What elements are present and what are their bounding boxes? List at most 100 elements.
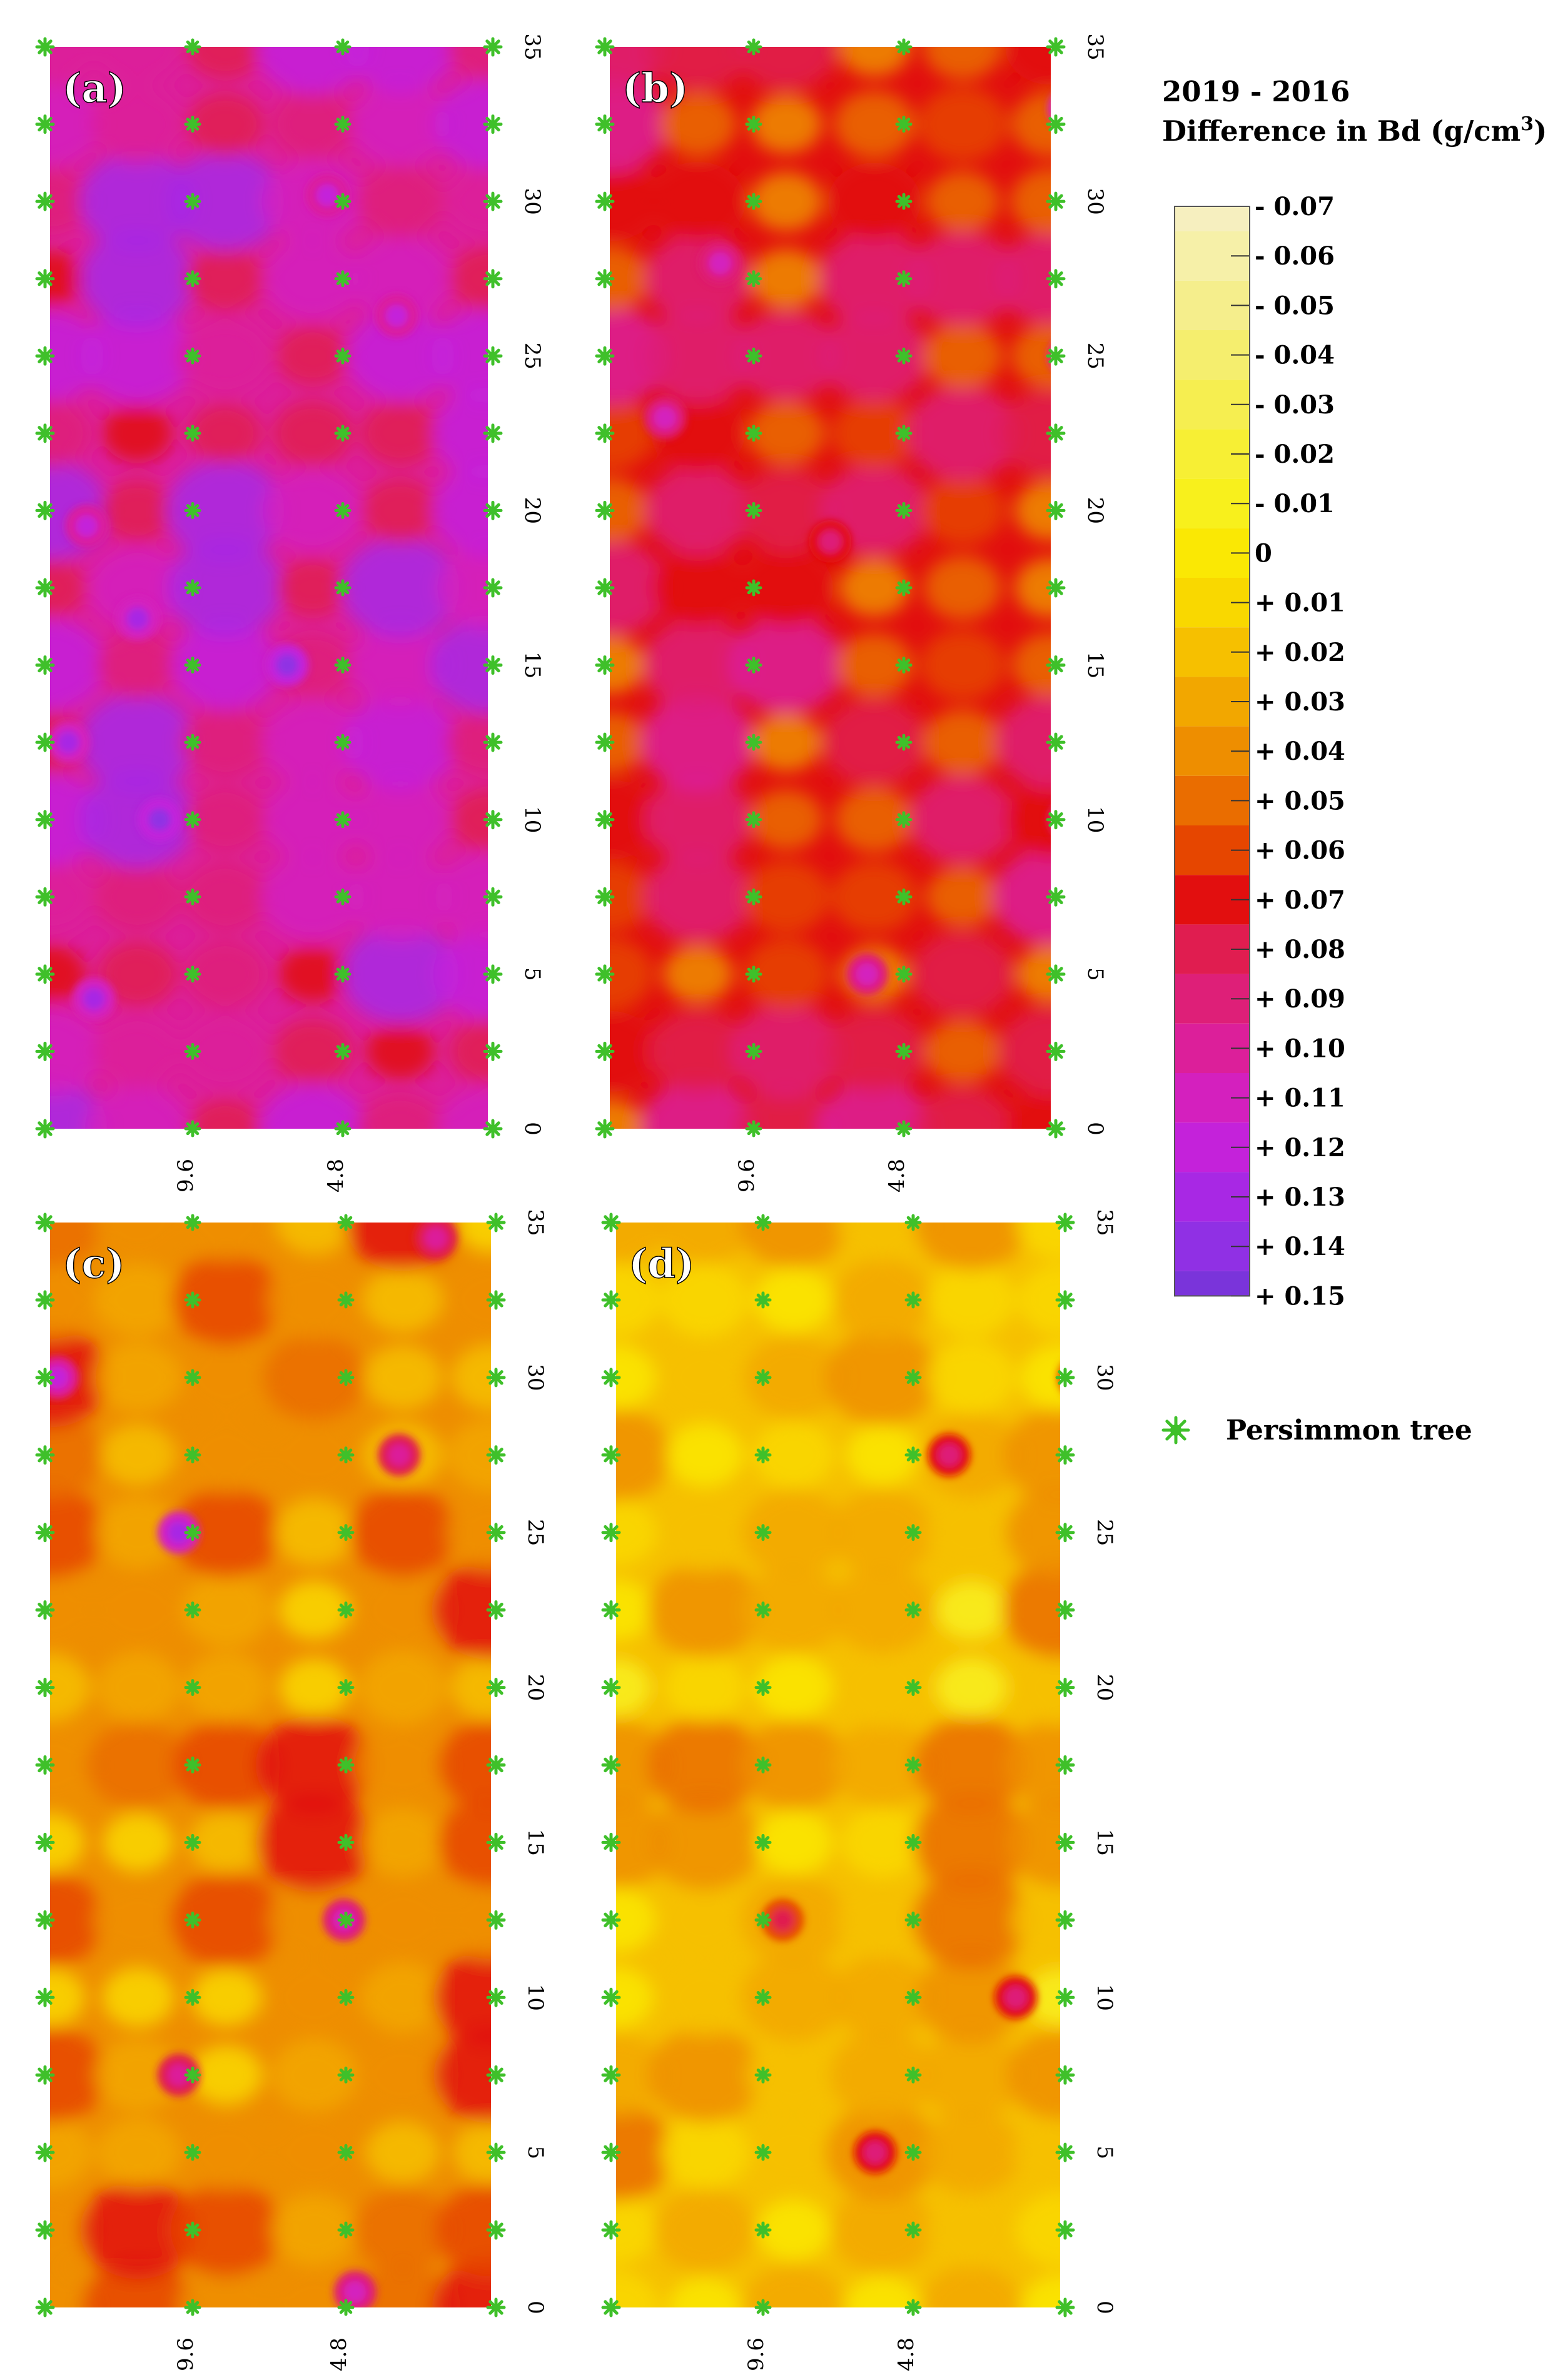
heatmap-patch	[90, 84, 185, 164]
y-tick-label: 5	[1083, 967, 1108, 981]
heatmap-patch	[610, 478, 650, 543]
persimmon-tree-marker	[35, 1445, 55, 1465]
persimmon-tree-marker	[35, 1119, 55, 1139]
heatmap-patch	[451, 1654, 491, 1721]
heatmap-patch	[616, 1967, 654, 2029]
heatmap-patch	[641, 308, 755, 404]
heatmap-patch	[839, 558, 910, 617]
heatmap-patch	[936, 1581, 1007, 1640]
legend-level-label: - 0.06	[1255, 241, 1335, 271]
heatmap-patch	[180, 1417, 273, 1493]
persimmon-tree-marker	[595, 887, 615, 907]
heatmap-patch	[50, 1328, 109, 1428]
persimmon-tree-marker	[904, 1214, 922, 1231]
persimmon-tree-marker	[486, 1600, 506, 1620]
heatmap-patch	[268, 2114, 361, 2191]
heatmap-patch	[79, 230, 196, 328]
heatmap-patch	[432, 463, 488, 558]
heatmap-patch	[358, 1650, 448, 1725]
heatmap-patch	[749, 248, 823, 309]
heatmap-patch	[906, 231, 1019, 326]
persimmon-tree-marker	[184, 888, 201, 905]
heatmap-patch	[616, 1263, 660, 1337]
heatmap-patch	[80, 308, 195, 404]
persimmon-tree-marker	[184, 1214, 201, 1231]
heatmap-patch	[365, 1022, 435, 1081]
persimmon-tree-marker	[35, 1600, 55, 1620]
persimmon-tree-marker	[895, 811, 913, 829]
persimmon-tree-marker	[35, 114, 55, 134]
heatmap-hotspot-core	[167, 1521, 190, 1544]
persimmon-tree-marker	[1055, 2065, 1075, 2085]
persimmon-tree-marker	[334, 811, 352, 829]
persimmon-tree-marker	[1046, 269, 1066, 289]
heatmap-patch	[914, 1717, 1029, 1813]
persimmon-tree-marker	[595, 114, 615, 134]
heatmap-patch	[750, 94, 822, 154]
persimmon-tree-marker	[895, 1042, 913, 1060]
heatmap-patch	[255, 1793, 374, 1892]
y-tick-label: 25	[520, 343, 545, 370]
x-tick-label: 9.6	[173, 2337, 198, 2371]
heatmap-patch	[736, 468, 837, 553]
persimmon-tree-marker	[483, 578, 503, 598]
legend-level-label: + 0.03	[1255, 687, 1345, 717]
heatmap-patch	[169, 1872, 283, 1968]
persimmon-tree-marker	[483, 655, 503, 675]
heatmap-field	[50, 47, 488, 1129]
persimmon-tree-marker	[1055, 1213, 1075, 1233]
persimmon-tree-marker	[1055, 2142, 1075, 2162]
heatmap-patch	[353, 1879, 452, 1961]
persimmon-tree-marker	[595, 269, 615, 289]
heatmap-patch	[343, 694, 458, 790]
persimmon-tree-marker	[483, 191, 503, 211]
heatmap-patch	[50, 47, 98, 86]
persimmon-tree-marker	[184, 2299, 201, 2316]
heatmap-patch	[451, 1344, 491, 1411]
heatmap-hotspot-core	[50, 1366, 69, 1389]
heatmap-patch	[182, 939, 268, 1010]
heatmap-patch	[825, 1329, 940, 1426]
heatmap-patch	[817, 231, 931, 326]
heatmap-patch	[437, 1086, 488, 1129]
heatmap-patch	[447, 1418, 491, 1491]
persimmon-tree-marker	[745, 502, 762, 519]
persimmon-tree-marker	[184, 1369, 201, 1386]
heatmap-patch	[657, 1493, 753, 1573]
persimmon-tree-marker	[184, 1120, 201, 1137]
y-tick-label: 0	[1092, 2301, 1117, 2314]
persimmon-tree-marker	[334, 1042, 352, 1060]
heatmap-patch	[50, 1654, 91, 1721]
heatmap-patch	[650, 161, 746, 241]
heatmap-patch	[50, 1007, 103, 1096]
persimmon-tree-marker	[601, 1987, 621, 2007]
persimmon-tree-marker	[483, 964, 503, 984]
persimmon-tree-marker	[904, 1833, 922, 1851]
x-tick-label: 4.8	[323, 1159, 348, 1193]
heatmap-hotspot-core	[75, 515, 98, 538]
heatmap-patch	[663, 945, 733, 1003]
heatmap-hotspot-core	[654, 406, 677, 430]
heatmap-patch	[840, 1807, 925, 1878]
heatmap-patch	[181, 860, 269, 933]
heatmap-patch	[836, 1223, 929, 1261]
heatmap-patch	[263, 237, 363, 320]
heatmap-patch	[616, 2196, 657, 2264]
persimmon-tree-marker	[184, 270, 201, 288]
persimmon-tree-marker	[483, 346, 503, 366]
heatmap-patch	[834, 90, 915, 158]
heatmap-patch	[832, 1955, 933, 2040]
persimmon-tree-marker	[337, 2066, 355, 2084]
persimmon-tree-marker	[35, 2220, 55, 2240]
heatmap-patch	[363, 1267, 443, 1333]
heatmap-patch	[191, 1969, 262, 2027]
heatmap-patch	[356, 164, 445, 238]
persimmon-tree-marker	[745, 193, 762, 210]
heatmap-hotspot-core	[938, 1443, 961, 1466]
persimmon-tree-marker	[184, 1757, 201, 1773]
legend-swatch	[1175, 1271, 1250, 1296]
legend-level-label: + 0.11	[1255, 1084, 1345, 1113]
legend-level-label: + 0.10	[1255, 1034, 1345, 1063]
heatmap-patch	[610, 161, 658, 241]
heatmap-patch	[616, 2033, 666, 2117]
